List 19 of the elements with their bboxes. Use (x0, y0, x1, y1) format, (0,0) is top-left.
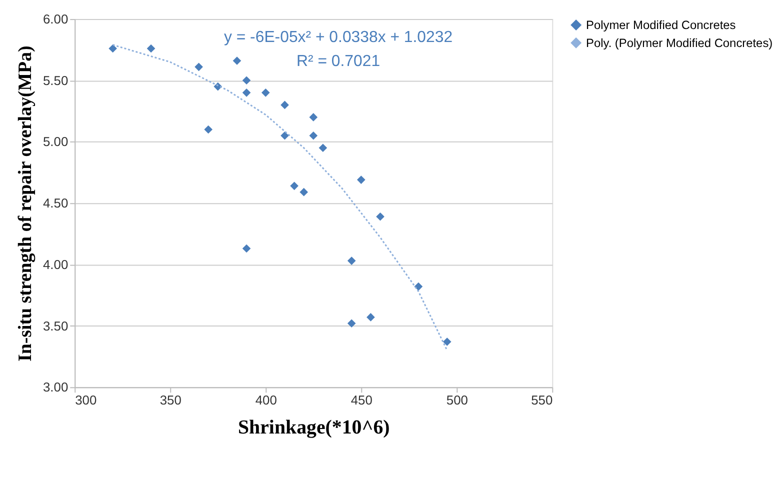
legend-label: Poly. (Polymer Modified Concretes) (586, 36, 773, 50)
y-axis-title: In-situ strength of repair overlay(MPa) (15, 46, 36, 362)
y-tick-label: 4.00 (42, 256, 68, 272)
y-tick-label: 4.50 (42, 196, 68, 211)
x-tick-label: 500 (446, 392, 468, 408)
x-tick-label: 400 (255, 392, 277, 408)
annotation: R² = 0.7021 (296, 52, 380, 70)
y-tick-label: 3.50 (42, 318, 68, 334)
x-axis-title: Shrinkage(*10^6) (238, 416, 390, 438)
y-tick-label: 5.50 (42, 72, 68, 88)
x-tick-label: 450 (350, 392, 372, 408)
x-tick-label: 350 (160, 392, 182, 408)
y-tick-label: 6.00 (42, 12, 68, 27)
x-tick-label: 550 (531, 392, 553, 408)
y-tick-label: 5.00 (42, 134, 68, 150)
annotation: y = -6E-05x² + 0.0338x + 1.0232 (224, 28, 453, 46)
x-tick-label: 300 (75, 392, 97, 408)
y-tick-label: 3.00 (42, 380, 68, 395)
legend-label: Polymer Modified Concretes (586, 18, 736, 32)
